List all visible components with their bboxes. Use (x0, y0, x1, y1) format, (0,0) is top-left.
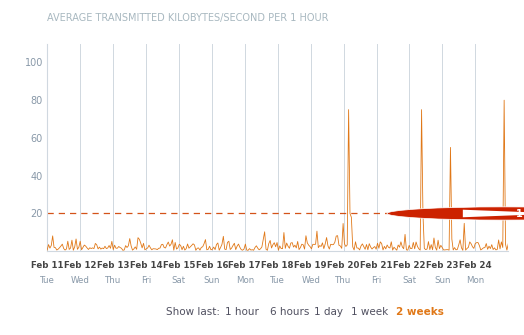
Text: Sun: Sun (434, 276, 451, 285)
Text: 1 day: 1 day (314, 307, 343, 317)
Text: Feb 12: Feb 12 (64, 261, 96, 270)
Text: Feb 22: Feb 22 (393, 261, 425, 270)
Text: Sat: Sat (402, 276, 417, 285)
Text: 2 weeks: 2 weeks (396, 307, 443, 317)
Text: Mon: Mon (236, 276, 254, 285)
Text: Feb 21: Feb 21 (361, 261, 393, 270)
Text: Feb 20: Feb 20 (328, 261, 360, 270)
Text: Fri: Fri (372, 276, 381, 285)
Text: 1 week: 1 week (351, 307, 388, 317)
Text: Feb 24: Feb 24 (459, 261, 492, 270)
Text: Feb 13: Feb 13 (97, 261, 129, 270)
Text: Feb 11: Feb 11 (31, 261, 63, 270)
Text: Show last:: Show last: (166, 307, 220, 317)
Text: Sun: Sun (204, 276, 220, 285)
Text: Wed: Wed (71, 276, 90, 285)
Text: Fri: Fri (141, 276, 151, 285)
Text: Thu: Thu (105, 276, 121, 285)
Text: Mon: Mon (466, 276, 485, 285)
Text: Feb 17: Feb 17 (228, 261, 261, 270)
Text: Sat: Sat (172, 276, 186, 285)
Text: Tue: Tue (270, 276, 285, 285)
Polygon shape (463, 210, 524, 217)
Text: Feb 23: Feb 23 (426, 261, 458, 270)
Text: Tue: Tue (40, 276, 54, 285)
Text: Feb 19: Feb 19 (294, 261, 327, 270)
Text: Thu: Thu (335, 276, 352, 285)
Text: Feb 14: Feb 14 (129, 261, 162, 270)
Text: 1: 1 (516, 209, 522, 219)
Text: Wed: Wed (301, 276, 320, 285)
Text: Feb 15: Feb 15 (163, 261, 195, 270)
Text: 1 hour: 1 hour (225, 307, 259, 317)
Text: Feb 18: Feb 18 (261, 261, 294, 270)
Circle shape (387, 207, 524, 220)
Text: Feb 16: Feb 16 (195, 261, 228, 270)
Text: AVERAGE TRANSMITTED KILOBYTES/SECOND PER 1 HOUR: AVERAGE TRANSMITTED KILOBYTES/SECOND PER… (47, 13, 329, 23)
Text: 6 hours: 6 hours (270, 307, 309, 317)
